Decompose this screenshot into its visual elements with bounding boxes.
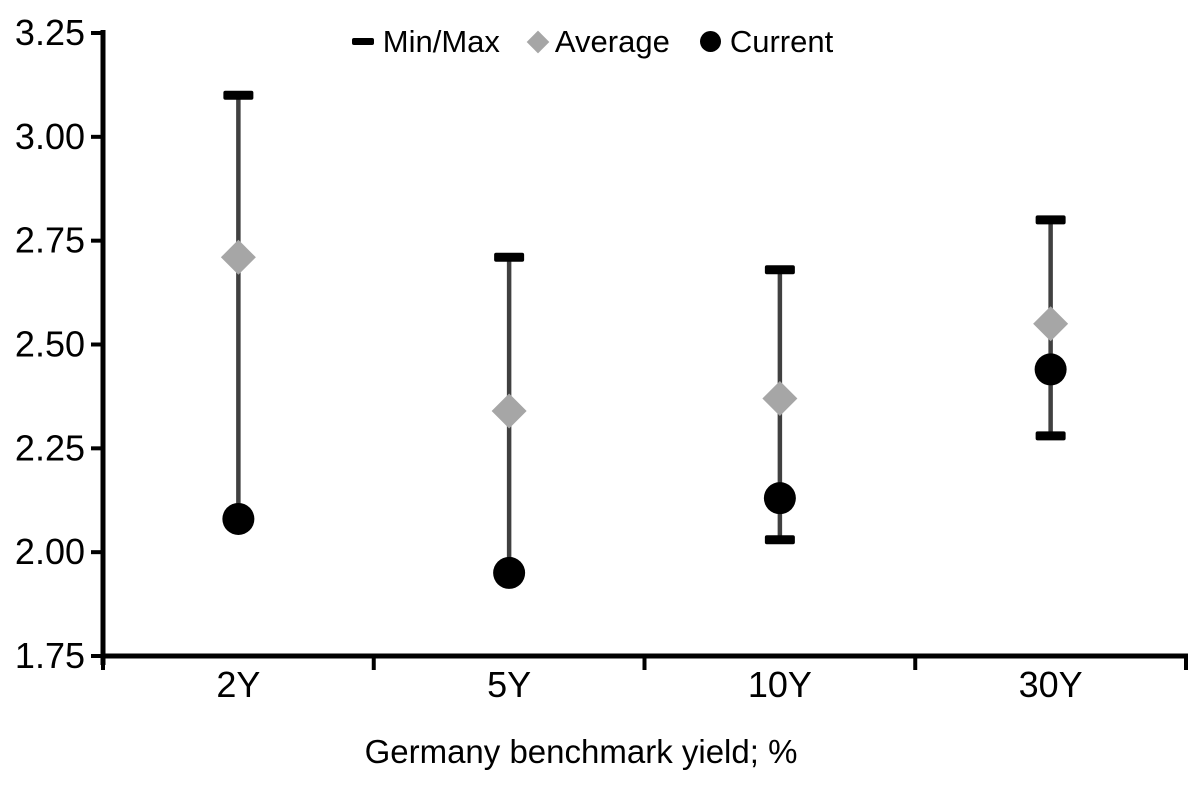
current-circle-icon bbox=[699, 31, 721, 52]
minmax-dash-icon bbox=[351, 38, 374, 45]
average-marker-5Y bbox=[491, 393, 527, 429]
y-tick-label-3.25: 3.25 bbox=[15, 12, 85, 53]
y-tick-label-2.50: 2.50 bbox=[15, 324, 85, 365]
legend-item-average: Average bbox=[526, 24, 670, 59]
legend-item-current: Current bbox=[699, 24, 834, 59]
x-category-label-30Y: 30Y bbox=[1019, 664, 1083, 705]
legend-label-average: Average bbox=[554, 24, 670, 59]
y-tick-label-2.00: 2.00 bbox=[15, 531, 85, 572]
average-marker-10Y bbox=[762, 380, 798, 416]
max-cap-5Y bbox=[494, 252, 525, 262]
average-marker-2Y bbox=[220, 239, 256, 275]
y-tick-label-1.75: 1.75 bbox=[15, 635, 85, 676]
average-diamond-icon bbox=[526, 30, 550, 53]
max-cap-30Y bbox=[1035, 215, 1066, 225]
max-cap-2Y bbox=[223, 90, 254, 100]
current-marker-30Y bbox=[1034, 353, 1067, 386]
current-marker-5Y bbox=[493, 556, 526, 589]
current-marker-2Y bbox=[222, 502, 255, 535]
current-marker-10Y bbox=[763, 482, 796, 515]
legend-item-minmax: Min/Max bbox=[351, 24, 500, 59]
legend-label-minmax: Min/Max bbox=[382, 24, 500, 59]
max-cap-10Y bbox=[764, 265, 795, 275]
y-tick-label-2.25: 2.25 bbox=[15, 427, 85, 468]
average-marker-30Y bbox=[1033, 306, 1069, 342]
x-category-label-2Y: 2Y bbox=[216, 664, 260, 705]
min-cap-10Y bbox=[764, 535, 795, 545]
legend-label-current: Current bbox=[729, 24, 834, 59]
chart-legend: Min/Max Average Current bbox=[0, 26, 1185, 57]
y-tick-label-2.75: 2.75 bbox=[15, 220, 85, 261]
min-cap-30Y bbox=[1035, 431, 1066, 441]
x-category-label-10Y: 10Y bbox=[748, 664, 812, 705]
y-tick-label-3.00: 3.00 bbox=[15, 116, 85, 157]
x-axis-title: Germany benchmark yield; % bbox=[364, 733, 798, 770]
x-category-label-5Y: 5Y bbox=[487, 664, 531, 705]
